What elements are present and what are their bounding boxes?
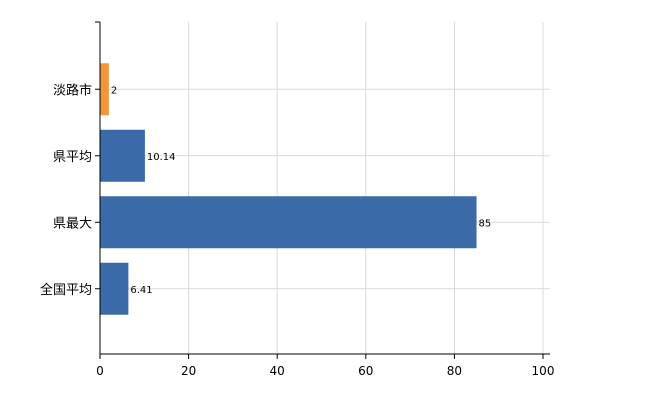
bar: [100, 129, 145, 182]
category-label: 全国平均: [40, 282, 92, 298]
value-label: 6.41: [130, 285, 152, 296]
bar: [100, 262, 129, 315]
x-tick-label: 20: [181, 364, 196, 378]
x-tick-label: 80: [447, 364, 462, 378]
grid: [100, 22, 550, 354]
bar: [100, 63, 109, 116]
category-label: 県平均: [53, 150, 92, 165]
labels: 0 20 40 60 80 100 淡路市 2 県平均 10.14 県最大 85 全国平均 6.41: [40, 82, 554, 378]
x-tick-label: 40: [270, 364, 285, 378]
value-label: 2: [111, 85, 117, 96]
value-label: 85: [479, 218, 492, 229]
value-label: 10.14: [147, 152, 176, 163]
x-tick-label: 60: [358, 364, 373, 378]
bars: [100, 63, 477, 315]
category-label: 県最大: [53, 216, 92, 231]
x-tick-label: 0: [96, 364, 104, 378]
x-tick-label: 100: [532, 364, 555, 378]
bar: [100, 196, 477, 249]
category-label: 淡路市: [53, 82, 92, 98]
axes: [95, 21, 550, 359]
